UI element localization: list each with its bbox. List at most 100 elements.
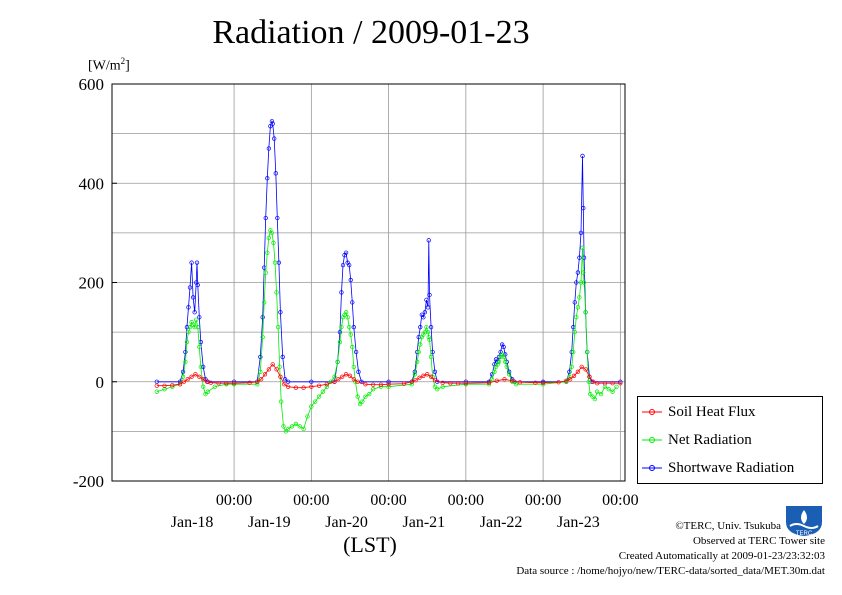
data-point (197, 374, 202, 379)
data-point (598, 392, 604, 397)
data-point (316, 383, 322, 388)
data-point (378, 382, 384, 387)
logo-text: TERC (796, 531, 813, 537)
credit-source: Data source : /home/hojyo/new/TERC-data/… (516, 565, 825, 577)
data-point (187, 325, 193, 330)
data-point (367, 392, 372, 397)
data-point (386, 379, 391, 384)
x-tick-date: Jan-18 (171, 514, 214, 531)
data-point (422, 310, 428, 315)
data-point (274, 290, 279, 295)
data-point (463, 381, 468, 386)
data-point (347, 325, 352, 330)
data-point (416, 349, 421, 355)
data-point (197, 315, 202, 320)
data-point (572, 329, 577, 335)
data-point (275, 215, 280, 221)
data-point (416, 334, 421, 340)
data-point (263, 270, 268, 275)
legend-marker-shortwave-icon (642, 465, 662, 471)
data-point (504, 364, 509, 370)
data-point (569, 364, 574, 370)
data-point (355, 379, 360, 384)
data-point (337, 329, 343, 335)
data-point (580, 245, 585, 250)
data-point (412, 372, 418, 377)
data-point (271, 240, 276, 245)
data-point (610, 389, 615, 394)
data-point (440, 384, 445, 389)
data-point (339, 290, 344, 295)
data-point (340, 262, 346, 268)
data-point (578, 230, 584, 236)
data-point (192, 310, 197, 315)
data-point (584, 349, 590, 355)
data-point (247, 380, 252, 385)
data-point (301, 385, 306, 390)
data-point (348, 332, 353, 337)
legend-item-soil: Soil Heat Flux (642, 400, 756, 424)
credit-created: Created Automatically at 2009-01-23/23:3… (618, 550, 825, 562)
data-point (575, 369, 581, 374)
data-point (260, 315, 265, 320)
data-point (283, 429, 288, 434)
data-point (574, 315, 579, 320)
data-point (203, 392, 208, 397)
data-point (506, 372, 512, 377)
data-point (571, 349, 576, 355)
data-point (418, 325, 423, 330)
data-point (370, 382, 376, 387)
data-point (301, 426, 306, 432)
data-point (428, 354, 434, 360)
x-tick-time: 00:00 (370, 492, 406, 509)
x-axis-label: (LST) (343, 532, 397, 557)
data-point (421, 373, 426, 378)
data-point (426, 334, 431, 340)
data-point (262, 372, 268, 377)
data-point (212, 384, 217, 389)
legend: Soil Heat Flux Net Radiation Shortwave R… (637, 396, 823, 484)
legend-label-net: Net Radiation (668, 431, 752, 448)
data-point (567, 377, 573, 382)
x-tick-time: 00:00 (293, 492, 329, 509)
data-point (184, 339, 190, 345)
y-tick-label: -200 (73, 472, 104, 491)
unit-close: ] (125, 58, 130, 74)
data-point (343, 310, 349, 315)
data-point (503, 359, 508, 365)
data-point (190, 295, 196, 300)
data-point (492, 369, 497, 374)
data-point (154, 379, 159, 384)
data-point (340, 374, 345, 379)
data-point (427, 292, 432, 298)
data-point (277, 364, 282, 370)
data-point (309, 379, 314, 384)
y-tick-label: 600 (79, 75, 105, 94)
data-point (180, 374, 186, 379)
data-point (572, 300, 577, 305)
data-point (265, 176, 270, 181)
data-point (337, 339, 343, 345)
series-line-2 (156, 363, 621, 389)
series-line-1 (156, 229, 617, 433)
data-point (595, 389, 600, 394)
y-tick-label: 400 (79, 174, 105, 193)
x-tick-time: 00:00 (448, 492, 484, 509)
data-point (339, 325, 344, 330)
data-point (193, 372, 198, 377)
legend-label-shortwave: Shortwave Radiation (668, 459, 795, 476)
data-point (282, 382, 287, 387)
data-point (581, 205, 586, 211)
data-point (154, 389, 159, 394)
data-point (501, 354, 506, 360)
data-point (324, 382, 329, 387)
x-tick-time: 00:00 (525, 492, 561, 509)
data-point (184, 325, 190, 330)
data-point (186, 329, 191, 335)
x-axis: 00:00Jan-1800:00Jan-1900:00Jan-2000:00Ja… (171, 492, 639, 531)
x-tick-date: Jan-20 (325, 514, 368, 531)
data-point (567, 369, 572, 374)
data-point (263, 215, 268, 221)
data-point (170, 383, 175, 388)
data-point (425, 305, 431, 310)
